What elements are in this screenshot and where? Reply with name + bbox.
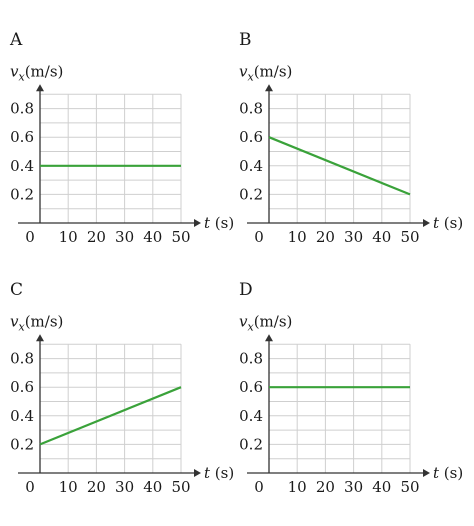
x-tick-label: 40 xyxy=(143,228,162,246)
y-axis-symbol: v xyxy=(239,312,248,330)
panel-label: A xyxy=(9,30,23,50)
x-tick-label: 30 xyxy=(115,228,134,246)
x-axis-arrow-icon xyxy=(194,469,201,477)
y-axis-arrow-icon xyxy=(36,84,44,92)
y-axis-subscript: x xyxy=(18,70,25,83)
x-axis-arrow-icon xyxy=(423,469,430,477)
y-axis-subscript: x xyxy=(247,70,254,83)
velocity-series-line xyxy=(268,136,411,196)
x-tick-label: 10 xyxy=(288,228,307,246)
x-tick-label: 50 xyxy=(400,478,419,496)
y-axis-unit: (m/s) xyxy=(254,312,293,330)
y-axis-subscript: x xyxy=(18,320,25,333)
x-tick-label: 0 xyxy=(254,228,264,246)
y-tick-label: 0.6 xyxy=(10,378,34,396)
y-tick-label: 0.6 xyxy=(239,128,263,146)
x-tick-label: 50 xyxy=(171,228,190,246)
y-tick-label: 0.2 xyxy=(239,435,263,453)
y-axis-title: vx(m/s) xyxy=(10,62,63,83)
x-tick-label: 50 xyxy=(171,478,190,496)
x-axis-title: t (s) xyxy=(433,464,463,482)
y-axis-symbol: v xyxy=(10,62,19,80)
x-axis-unit: (s) xyxy=(444,214,463,232)
chart-panel-c: Cvx(m/s) 0.2 0.4 0.6 0.8 0 10 20 30 40 50 t (s) xyxy=(10,280,234,496)
y-tick-label: 0.2 xyxy=(239,185,263,203)
y-axis-arrow-icon xyxy=(36,334,44,342)
x-tick-label: 40 xyxy=(143,478,162,496)
x-tick-label: 30 xyxy=(115,478,134,496)
y-tick-label: 0.4 xyxy=(239,157,263,175)
x-tick-label: 50 xyxy=(400,228,419,246)
panel-label: D xyxy=(239,280,253,300)
y-tick-label: 0.8 xyxy=(10,350,34,368)
y-axis-symbol: v xyxy=(239,62,248,80)
x-tick-label: 20 xyxy=(87,478,106,496)
x-tick-label: 0 xyxy=(25,228,35,246)
y-axis-subscript: x xyxy=(247,320,254,333)
x-tick-label: 0 xyxy=(254,478,264,496)
y-axis-title: vx(m/s) xyxy=(239,312,292,333)
x-tick-label: 0 xyxy=(25,478,35,496)
panel-label: B xyxy=(239,30,252,50)
x-tick-label: 20 xyxy=(316,478,335,496)
velocity-series-line xyxy=(39,386,182,446)
x-axis-unit: (s) xyxy=(444,464,463,482)
y-tick-label: 0.4 xyxy=(10,407,34,425)
x-tick-label: 30 xyxy=(344,478,363,496)
x-axis-unit: (s) xyxy=(215,214,234,232)
x-tick-label: 40 xyxy=(372,228,391,246)
y-tick-label: 0.6 xyxy=(239,378,263,396)
y-tick-label: 0.8 xyxy=(239,350,263,368)
y-axis-arrow-icon xyxy=(265,334,273,342)
x-tick-label: 10 xyxy=(59,228,78,246)
x-axis-symbol: t xyxy=(204,464,215,482)
y-axis-unit: (m/s) xyxy=(25,312,64,330)
chart-panel-b: Bvx(m/s) 0.2 0.4 0.6 0.8 0 10 20 30 40 50 t (s) xyxy=(239,30,463,246)
x-axis-arrow-icon xyxy=(423,219,430,227)
y-tick-label: 0.4 xyxy=(239,407,263,425)
x-axis-symbol: t xyxy=(433,464,444,482)
x-axis-arrow-icon xyxy=(194,219,201,227)
panel-label: C xyxy=(10,280,23,300)
y-axis-arrow-icon xyxy=(265,84,273,92)
chart-panel-a: Avx(m/s) 0.2 0.4 0.6 0.8 0 10 20 30 40 50 t (s) xyxy=(9,30,234,246)
chart-panel-d: Dvx(m/s) 0.2 0.4 0.6 0.8 0 10 20 30 40 50 t (s) xyxy=(239,280,463,496)
y-axis-title: vx(m/s) xyxy=(10,312,63,333)
x-axis-title: t (s) xyxy=(204,464,234,482)
x-axis-symbol: t xyxy=(433,214,444,232)
y-tick-label: 0.8 xyxy=(239,100,263,118)
x-tick-label: 30 xyxy=(344,228,363,246)
y-tick-label: 0.2 xyxy=(10,185,34,203)
x-tick-label: 20 xyxy=(316,228,335,246)
x-tick-label: 40 xyxy=(372,478,391,496)
x-axis-symbol: t xyxy=(204,214,215,232)
y-tick-label: 0.8 xyxy=(10,100,34,118)
y-axis-title: vx(m/s) xyxy=(239,62,292,83)
x-tick-label: 10 xyxy=(288,478,307,496)
y-axis-unit: (m/s) xyxy=(254,62,293,80)
y-tick-label: 0.6 xyxy=(10,128,34,146)
x-tick-label: 20 xyxy=(87,228,106,246)
x-axis-unit: (s) xyxy=(215,464,234,482)
x-axis-title: t (s) xyxy=(204,214,234,232)
y-tick-label: 0.2 xyxy=(10,435,34,453)
x-tick-label: 10 xyxy=(59,478,78,496)
y-tick-label: 0.4 xyxy=(10,157,34,175)
y-axis-symbol: v xyxy=(10,312,19,330)
x-axis-title: t (s) xyxy=(433,214,463,232)
y-axis-unit: (m/s) xyxy=(25,62,64,80)
